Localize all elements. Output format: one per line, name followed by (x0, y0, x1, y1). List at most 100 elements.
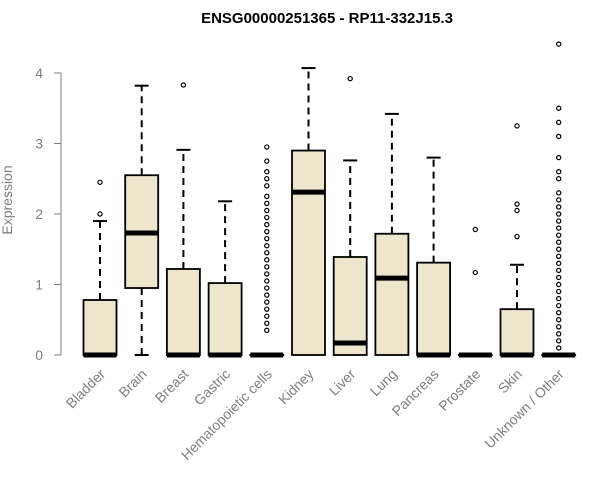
outlier-point (556, 281, 562, 288)
outlier-point (556, 331, 562, 337)
outlier-point (264, 214, 270, 221)
outlier-point (514, 201, 520, 207)
box-lung (374, 112, 410, 356)
y-tick-label: 2 (35, 206, 43, 222)
outlier-point (264, 221, 270, 228)
iqr-box (374, 232, 410, 356)
outlier-point (556, 302, 562, 309)
outlier-point (264, 207, 270, 214)
y-tick-label: 1 (35, 277, 43, 293)
outlier-point (264, 250, 270, 256)
y-tick-label: 4 (35, 65, 43, 81)
outlier-point (472, 269, 478, 276)
x-tick-label: Kidney (275, 366, 317, 408)
box-breast (165, 82, 201, 358)
outlier-point (264, 183, 270, 189)
outlier-point (97, 179, 103, 185)
outlier-point (347, 75, 353, 82)
outlier-point (180, 82, 187, 88)
outlier-point (556, 168, 562, 175)
outlier-point (556, 260, 562, 267)
box-liver (332, 75, 368, 356)
box-hematopoietic-cells (249, 144, 285, 358)
iqr-box (165, 268, 201, 356)
x-tick-label: Skin (495, 366, 526, 397)
y-tick-label: 0 (35, 347, 43, 363)
outlier-point (264, 176, 270, 182)
outlier-point (556, 190, 562, 196)
iqr-box (207, 282, 243, 356)
outlier-point (556, 345, 562, 351)
y-axis: 0 1 2 3 4 (35, 65, 62, 363)
outlier-point (264, 327, 270, 334)
y-tick-label: 3 (35, 136, 43, 152)
iqr-box (291, 149, 326, 356)
outlier-point (556, 274, 562, 281)
outlier-point (264, 158, 270, 164)
outlier-point (514, 207, 520, 214)
outlier-point (556, 310, 562, 316)
box-prostate (457, 226, 493, 358)
outlier-point (264, 271, 270, 277)
outlier-point (556, 133, 562, 140)
x-tick-label: Breast (152, 366, 192, 406)
box-bladder (82, 179, 118, 358)
outlier-point (264, 144, 270, 150)
outlier-point (264, 320, 270, 326)
outlier-point (264, 306, 270, 312)
outlier-point (556, 324, 562, 330)
outlier-point (264, 299, 270, 305)
outlier-point (514, 233, 520, 240)
outlier-point (264, 235, 270, 242)
x-tick-label: Prostate (435, 366, 483, 414)
y-axis-label: Expression (0, 165, 15, 234)
outlier-point (556, 317, 562, 323)
box-kidney (291, 67, 326, 356)
chart-title: ENSG00000251365 - RP11-332J15.3 (201, 10, 453, 27)
outlier-point (556, 154, 562, 161)
outlier-point (556, 176, 562, 182)
outlier-point (556, 211, 562, 217)
box-unknown-other (541, 41, 577, 358)
outlier-point (556, 239, 562, 245)
x-tick-label: Brain (115, 366, 149, 400)
box-gastric (207, 200, 243, 358)
iqr-box (416, 261, 452, 356)
x-tick-label: Lung (367, 366, 400, 399)
outlier-point (514, 123, 520, 129)
iqr-box (499, 308, 535, 356)
outlier-point (264, 313, 270, 319)
outlier-point (556, 204, 562, 210)
x-tick-label: Bladder (63, 366, 109, 412)
outlier-point (556, 232, 562, 238)
outlier-point (264, 228, 270, 235)
outlier-point (556, 267, 562, 274)
outlier-point (556, 295, 562, 302)
outlier-point (264, 200, 270, 207)
outlier-point (556, 41, 562, 47)
boxes-layer (82, 41, 577, 358)
outlier-point (556, 197, 562, 203)
outlier-point (556, 338, 562, 344)
outlier-point (556, 105, 562, 111)
outlier-point (264, 264, 270, 270)
outlier-point (556, 246, 562, 252)
box-skin (499, 123, 535, 358)
outlier-point (556, 225, 562, 231)
outlier-point (264, 193, 270, 200)
outlier-point (472, 226, 478, 233)
outlier-point (97, 211, 103, 217)
outlier-point (264, 257, 270, 263)
iqr-box (332, 256, 368, 356)
outlier-point (556, 119, 562, 126)
box-brain (124, 84, 160, 356)
x-tick-label: Liver (326, 366, 359, 399)
box-pancreas (416, 156, 452, 358)
outlier-point (264, 168, 270, 175)
outlier-point (556, 253, 562, 259)
outlier-point (264, 278, 270, 284)
outlier-point (556, 218, 562, 224)
outlier-point (264, 243, 270, 249)
